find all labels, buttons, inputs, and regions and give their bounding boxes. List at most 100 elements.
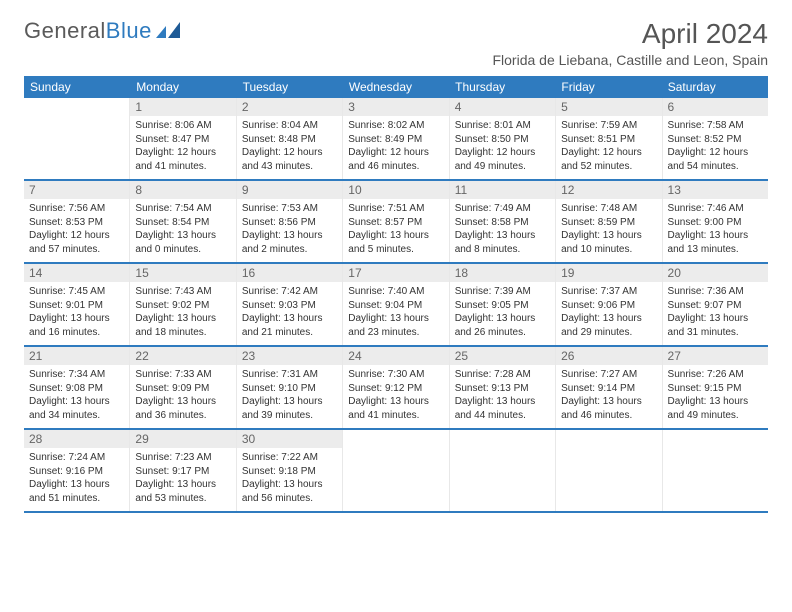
day-info: Sunrise: 8:06 AMSunset: 8:47 PMDaylight:… (135, 119, 230, 173)
sunrise-text: Sunrise: 7:30 AM (348, 368, 443, 382)
sunset-text: Sunset: 8:49 PM (348, 133, 443, 147)
sunset-text: Sunset: 8:56 PM (242, 216, 337, 230)
day-cell (663, 430, 768, 511)
day-info: Sunrise: 7:27 AMSunset: 9:14 PMDaylight:… (561, 368, 656, 422)
day-cell: 16Sunrise: 7:42 AMSunset: 9:03 PMDayligh… (237, 264, 343, 345)
title-block: April 2024 Florida de Liebana, Castille … (492, 18, 768, 68)
sunrise-text: Sunrise: 7:26 AM (668, 368, 763, 382)
month-title: April 2024 (492, 18, 768, 50)
daylight-text: Daylight: 12 hours (29, 229, 124, 243)
sunrise-text: Sunrise: 7:45 AM (29, 285, 124, 299)
daylight-text: and 13 minutes. (668, 243, 763, 257)
daylight-text: Daylight: 13 hours (348, 395, 443, 409)
day-info: Sunrise: 7:46 AMSunset: 9:00 PMDaylight:… (668, 202, 763, 256)
sunset-text: Sunset: 9:02 PM (135, 299, 230, 313)
daylight-text: Daylight: 13 hours (455, 229, 550, 243)
daylight-text: and 34 minutes. (29, 409, 124, 423)
daylight-text: and 44 minutes. (455, 409, 550, 423)
sunrise-text: Sunrise: 7:31 AM (242, 368, 337, 382)
day-cell: 17Sunrise: 7:40 AMSunset: 9:04 PMDayligh… (343, 264, 449, 345)
day-number: 29 (130, 430, 235, 448)
daylight-text: Daylight: 13 hours (561, 395, 656, 409)
day-cell: 24 Sunrise: 7:30 AMSunset: 9:12 PMDayligh… (343, 347, 449, 428)
weekday-header: Wednesday (343, 76, 449, 98)
sunrise-text: Sunrise: 7:39 AM (455, 285, 550, 299)
daylight-text: and 56 minutes. (242, 492, 337, 506)
day-info: Sunrise: 7:31 AMSunset: 9:10 PMDaylight:… (242, 368, 337, 422)
day-info: Sunrise: 7:51 AMSunset: 8:57 PMDaylight:… (348, 202, 443, 256)
daylight-text: Daylight: 12 hours (561, 146, 656, 160)
day-number: 28 (24, 430, 129, 448)
day-number: 6 (663, 98, 768, 116)
sunset-text: Sunset: 9:09 PM (135, 382, 230, 396)
sunset-text: Sunset: 9:08 PM (29, 382, 124, 396)
day-info: Sunrise: 7:28 AMSunset: 9:13 PMDaylight:… (455, 368, 550, 422)
daylight-text: and 0 minutes. (135, 243, 230, 257)
day-info: Sunrise: 7:54 AMSunset: 8:54 PMDaylight:… (135, 202, 230, 256)
day-cell: 29Sunrise: 7:23 AMSunset: 9:17 PMDayligh… (130, 430, 236, 511)
sunrise-text: Sunrise: 7:43 AM (135, 285, 230, 299)
sunset-text: Sunset: 9:04 PM (348, 299, 443, 313)
day-cell: 14Sunrise: 7:45 AMSunset: 9:01 PMDayligh… (24, 264, 130, 345)
sunrise-text: Sunrise: 8:06 AM (135, 119, 230, 133)
day-info: Sunrise: 7:40 AMSunset: 9:04 PMDaylight:… (348, 285, 443, 339)
week-row: 1Sunrise: 8:06 AMSunset: 8:47 PMDaylight… (24, 98, 768, 179)
day-cell: 10Sunrise: 7:51 AMSunset: 8:57 PMDayligh… (343, 181, 449, 262)
daylight-text: Daylight: 13 hours (29, 312, 124, 326)
weekday-header: Friday (555, 76, 661, 98)
sunrise-text: Sunrise: 7:34 AM (29, 368, 124, 382)
weekday-header: Thursday (449, 76, 555, 98)
day-number: 8 (130, 181, 235, 199)
day-info: Sunrise: 7:43 AMSunset: 9:02 PMDaylight:… (135, 285, 230, 339)
daylight-text: and 51 minutes. (29, 492, 124, 506)
day-number: 20 (663, 264, 768, 282)
day-cell: 4Sunrise: 8:01 AMSunset: 8:50 PMDaylight… (450, 98, 556, 179)
daylight-text: Daylight: 12 hours (242, 146, 337, 160)
sunset-text: Sunset: 8:47 PM (135, 133, 230, 147)
day-cell: 25Sunrise: 7:28 AMSunset: 9:13 PMDayligh… (450, 347, 556, 428)
daylight-text: and 52 minutes. (561, 160, 656, 174)
sunrise-text: Sunrise: 7:22 AM (242, 451, 337, 465)
sunset-text: Sunset: 8:59 PM (561, 216, 656, 230)
daylight-text: and 10 minutes. (561, 243, 656, 257)
sunset-text: Sunset: 8:54 PM (135, 216, 230, 230)
sunset-text: Sunset: 8:50 PM (455, 133, 550, 147)
day-info: Sunrise: 7:36 AMSunset: 9:07 PMDaylight:… (668, 285, 763, 339)
day-number: 24 (343, 347, 448, 365)
sunset-text: Sunset: 8:52 PM (668, 133, 763, 147)
logo: GeneralBlue (24, 18, 182, 44)
daylight-text: and 8 minutes. (455, 243, 550, 257)
week-row: 21Sunrise: 7:34 AMSunset: 9:08 PMDayligh… (24, 345, 768, 428)
daylight-text: Daylight: 13 hours (561, 229, 656, 243)
day-cell: 18Sunrise: 7:39 AMSunset: 9:05 PMDayligh… (450, 264, 556, 345)
daylight-text: and 26 minutes. (455, 326, 550, 340)
daylight-text: Daylight: 12 hours (135, 146, 230, 160)
sunset-text: Sunset: 9:06 PM (561, 299, 656, 313)
sunset-text: Sunset: 8:48 PM (242, 133, 337, 147)
sunrise-text: Sunrise: 7:36 AM (668, 285, 763, 299)
daylight-text: Daylight: 13 hours (348, 229, 443, 243)
sunset-text: Sunset: 9:01 PM (29, 299, 124, 313)
week-row: 28Sunrise: 7:24 AMSunset: 9:16 PMDayligh… (24, 428, 768, 511)
daylight-text: and 49 minutes. (455, 160, 550, 174)
day-number: 30 (237, 430, 342, 448)
sunset-text: Sunset: 9:03 PM (242, 299, 337, 313)
sunset-text: Sunset: 8:51 PM (561, 133, 656, 147)
calendar: SundayMondayTuesdayWednesdayThursdayFrid… (24, 76, 768, 513)
day-cell (450, 430, 556, 511)
day-info: Sunrise: 7:30 AMSunset: 9:12 PMDaylight:… (348, 368, 443, 422)
logo-mark-icon (156, 18, 182, 44)
day-cell: 7Sunrise: 7:56 AMSunset: 8:53 PMDaylight… (24, 181, 130, 262)
day-number: 23 (237, 347, 342, 365)
daylight-text: and 16 minutes. (29, 326, 124, 340)
sunrise-text: Sunrise: 7:24 AM (29, 451, 124, 465)
day-info: Sunrise: 7:34 AMSunset: 9:08 PMDaylight:… (29, 368, 124, 422)
sunrise-text: Sunrise: 7:54 AM (135, 202, 230, 216)
day-number: 16 (237, 264, 342, 282)
daylight-text: Daylight: 13 hours (668, 395, 763, 409)
day-cell: 5Sunrise: 7:59 AMSunset: 8:51 PMDaylight… (556, 98, 662, 179)
daylight-text: and 43 minutes. (242, 160, 337, 174)
weekday-header: Monday (130, 76, 236, 98)
daylight-text: Daylight: 13 hours (668, 312, 763, 326)
day-cell: 30Sunrise: 7:22 AMSunset: 9:18 PMDayligh… (237, 430, 343, 511)
